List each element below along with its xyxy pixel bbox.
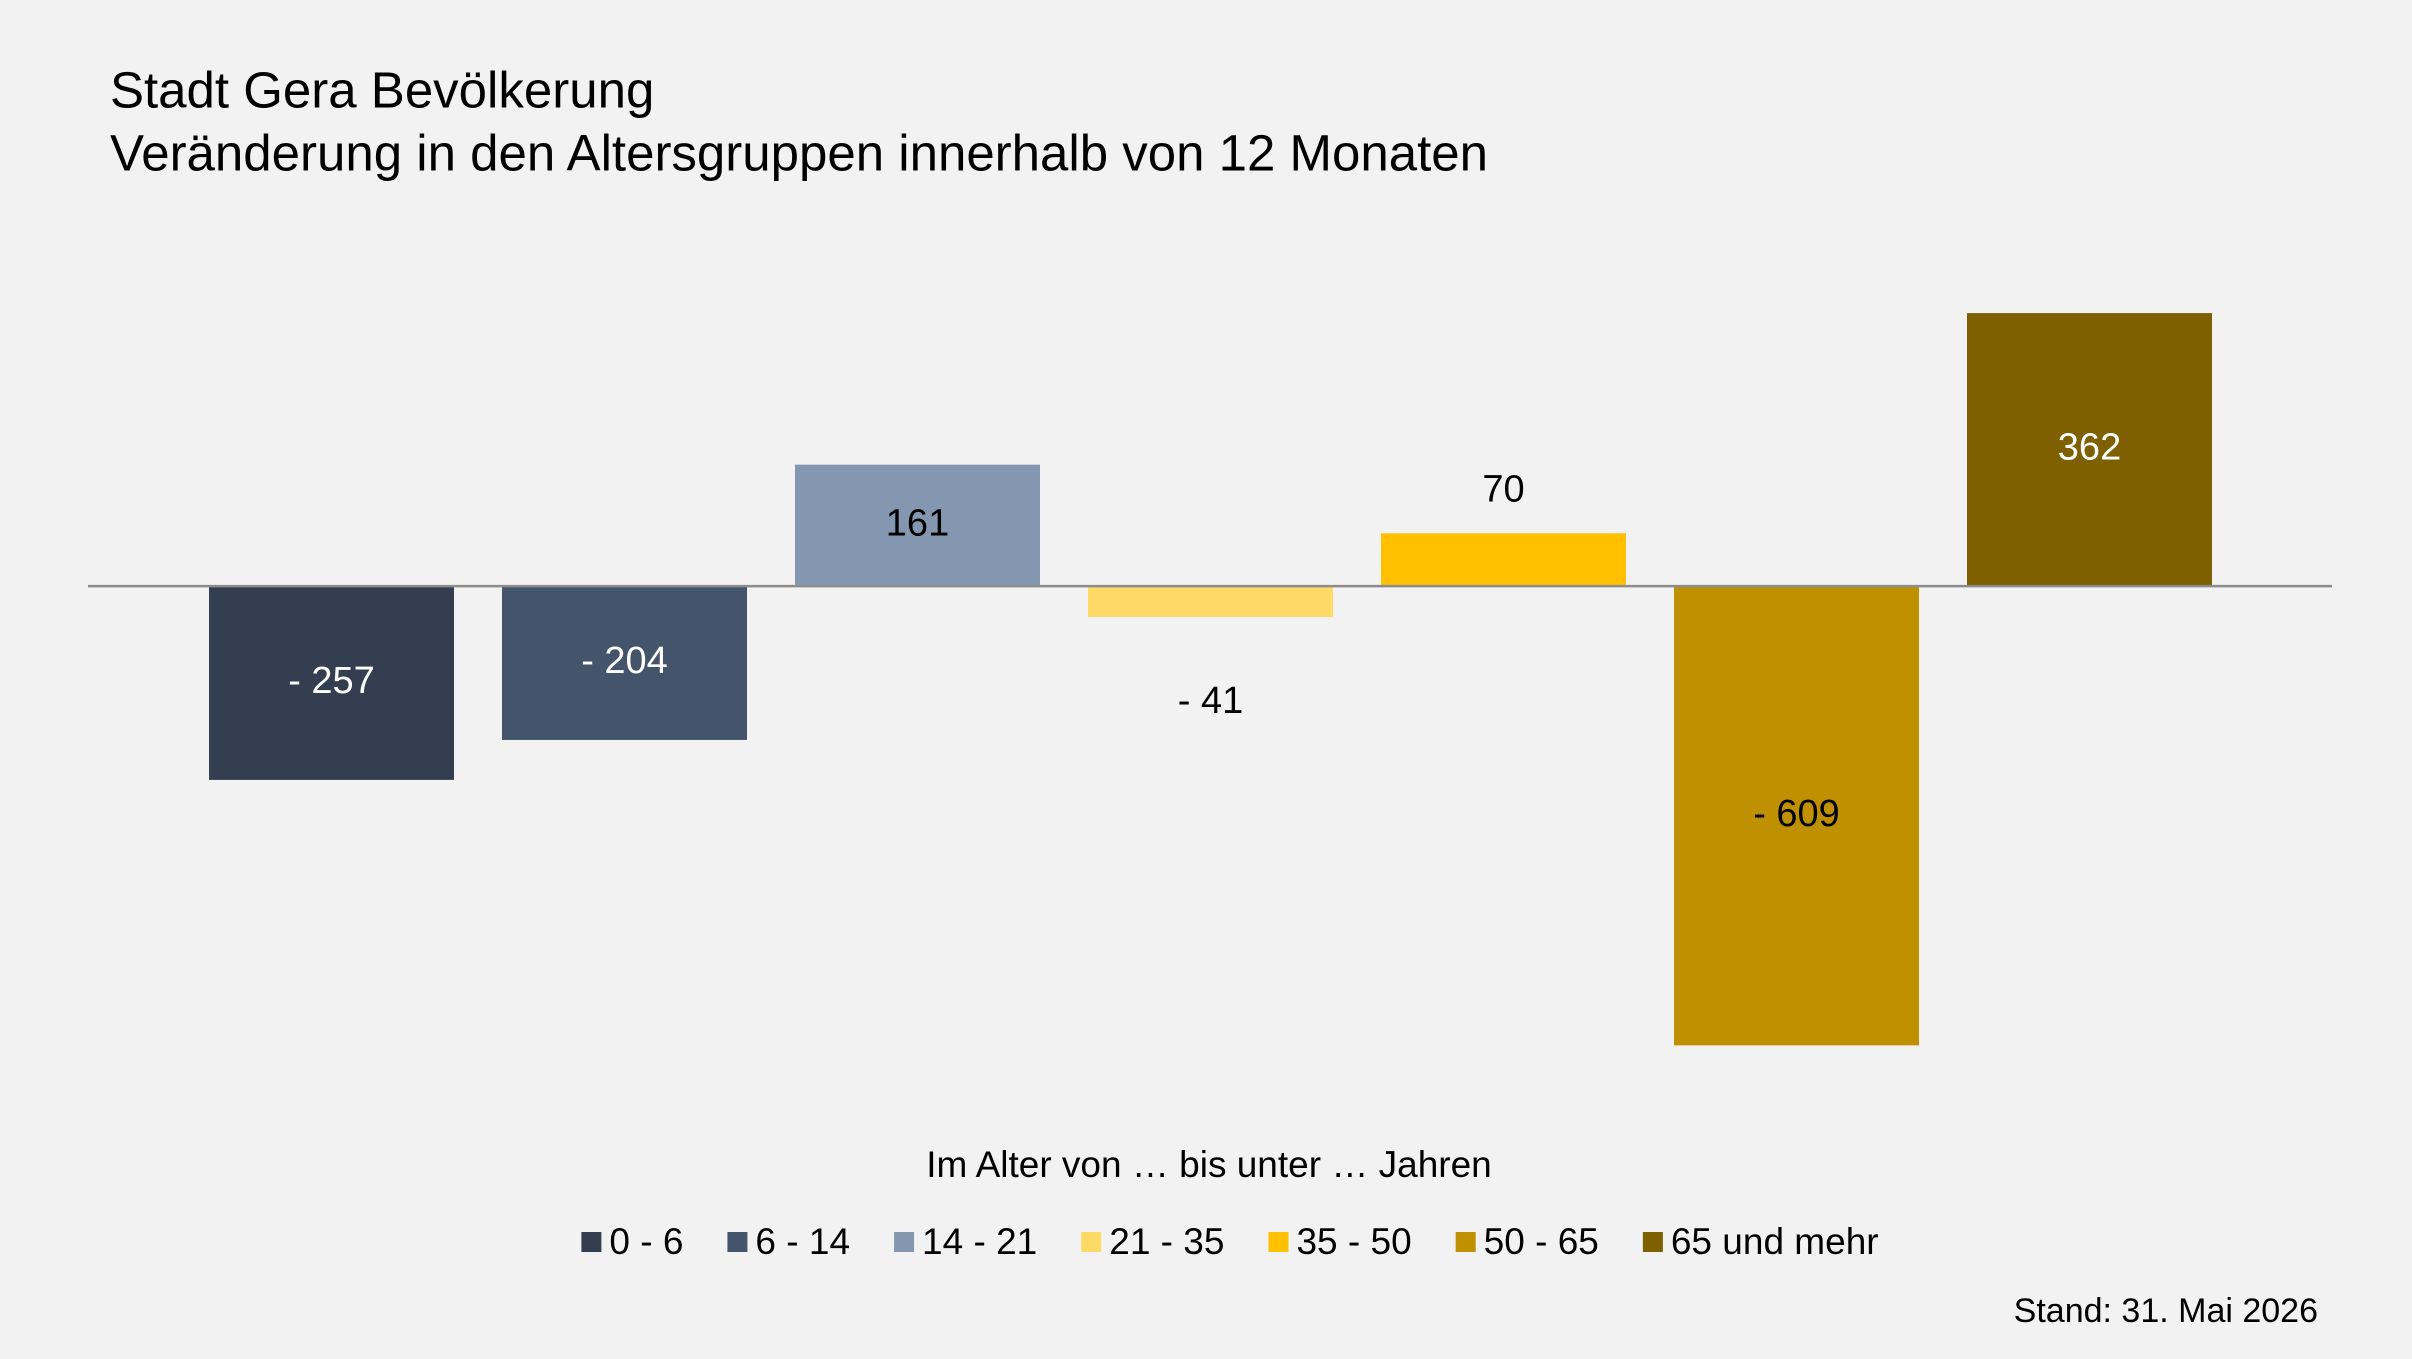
legend-label: 0 - 6 (609, 1221, 683, 1262)
bar (1088, 586, 1333, 618)
bar (209, 586, 454, 780)
legend-marker (1081, 1232, 1102, 1252)
bar (795, 464, 1040, 587)
legend-label: 21 - 35 (1109, 1221, 1224, 1262)
bar (1674, 586, 1919, 1046)
legend-label: 6 - 14 (755, 1221, 850, 1262)
legend-label: 50 - 65 (1484, 1221, 1599, 1262)
value-label: - 609 (1753, 793, 1840, 835)
value-label: 70 (1482, 468, 1524, 510)
note: Stand: 31. Mai 2026 (2014, 1292, 2318, 1330)
legend-marker (894, 1232, 915, 1252)
legend-marker (727, 1232, 748, 1252)
legend-marker (581, 1232, 602, 1252)
value-label: 362 (2058, 427, 2121, 469)
value-label: 161 (886, 502, 949, 544)
chart-subtitle: Veränderung in den Altersgruppen innerha… (110, 124, 1488, 181)
bar (1967, 313, 2212, 587)
value-label: - 257 (288, 660, 375, 702)
legend-label: 35 - 50 (1296, 1221, 1411, 1262)
bar (502, 586, 747, 740)
legend-marker (1642, 1232, 1663, 1252)
legend-marker (1455, 1232, 1476, 1252)
chart-title: Stadt Gera Bevölkerung (110, 61, 654, 118)
bar (1381, 533, 1626, 587)
value-label: - 204 (581, 640, 668, 682)
legend-marker (1268, 1232, 1289, 1252)
legend-label: 65 und mehr (1671, 1221, 1879, 1262)
value-label: - 41 (1178, 680, 1243, 722)
legend-title: Im Alter von … bis unter … Jahren (926, 1144, 1492, 1185)
legend-label: 14 - 21 (922, 1221, 1037, 1262)
